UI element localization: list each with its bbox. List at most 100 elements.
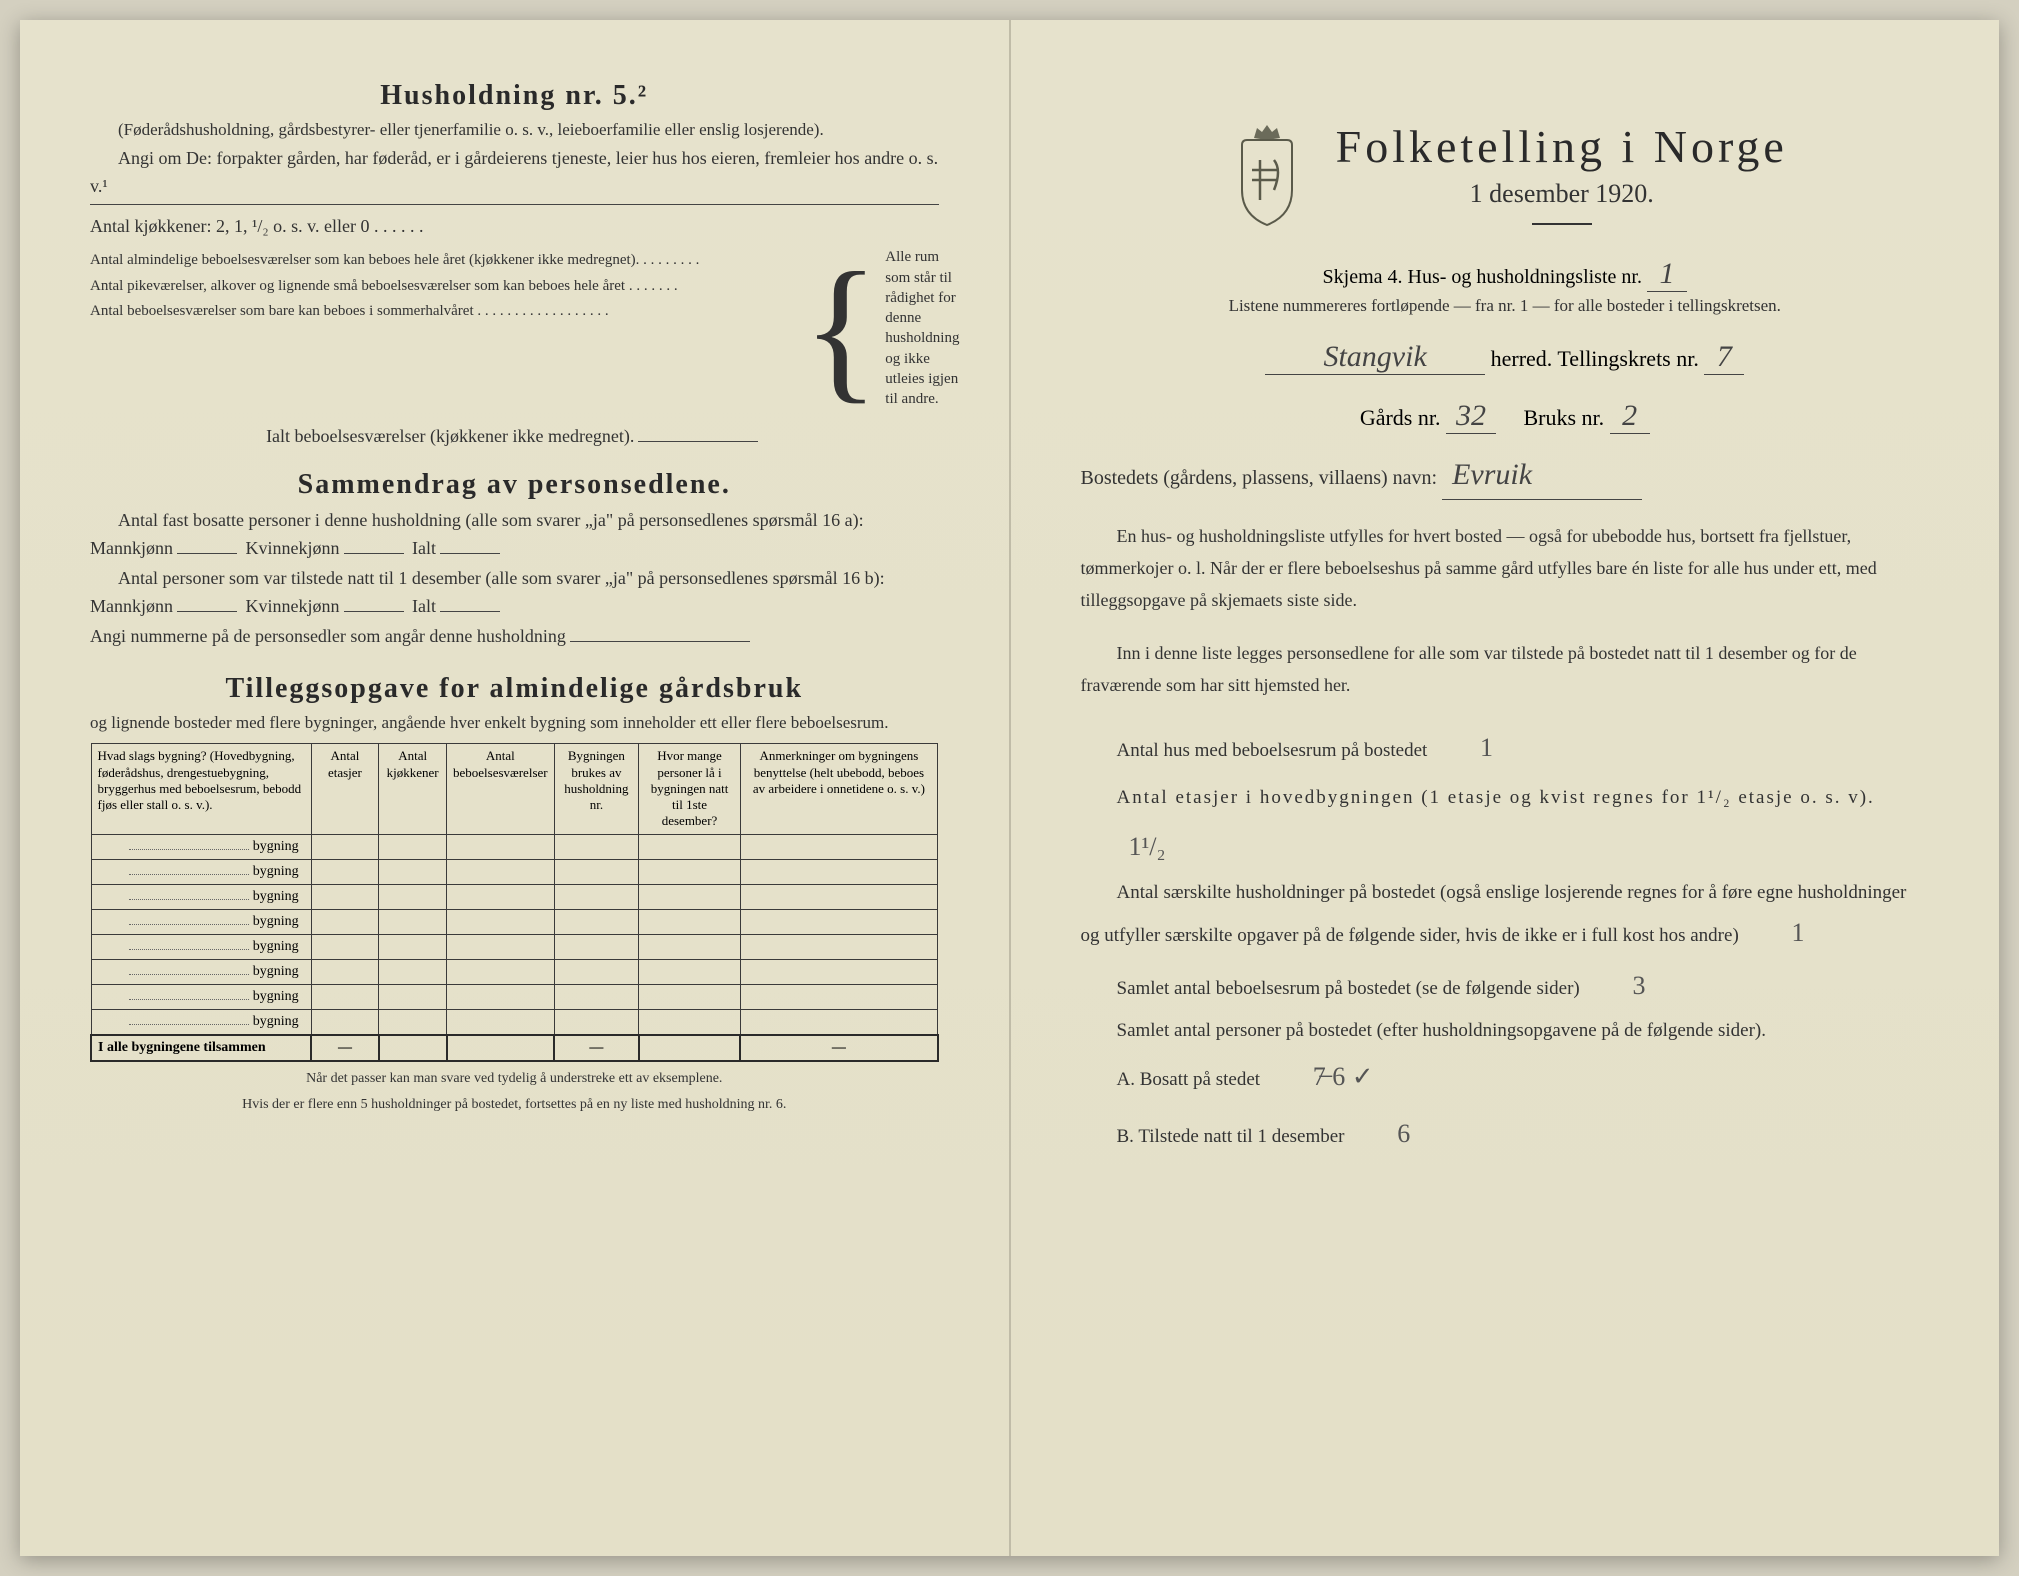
bruks-nr: 2	[1610, 399, 1650, 434]
table-cell	[639, 884, 741, 909]
table-cell	[740, 884, 937, 909]
antal-hus-label: Antal hus med beboelsesrum på bostedet	[1117, 740, 1428, 761]
brace-block: Antal almindelige beboelsesværelser som …	[90, 247, 939, 409]
total-blank-1	[379, 1035, 447, 1061]
bosatt-value: 7̶ 6 ✓	[1277, 1048, 1374, 1105]
ialt-text: Ialt beboelsesværelser (kjøkkener ikke m…	[266, 426, 634, 446]
angi-nummer: Angi nummerne på de personsedler som ang…	[90, 623, 939, 651]
table-cell	[447, 859, 555, 884]
tilstede-label: B. Tilstede natt til 1 desember	[1117, 1126, 1345, 1147]
ialt-line: Ialt beboelsesværelser (kjøkkener ikke m…	[90, 423, 939, 451]
table-row: bygning	[91, 984, 938, 1009]
gards-block: Gårds nr. 32 Bruks nr. 2	[1081, 399, 1930, 434]
table-cell	[379, 984, 447, 1009]
samlet-rum-label: Samlet antal beboelsesrum på bostedet (s…	[1117, 978, 1580, 999]
th-2: Antal kjøkkener	[379, 744, 447, 834]
herred-block: Stangvik herred. Tellingskrets nr. 7	[1081, 340, 1930, 375]
angi-line: Angi om De: forpakter gården, har føderå…	[90, 145, 939, 201]
tillegg-title: Tilleggsopgave for almindelige gårdsbruk	[90, 673, 939, 705]
herred-label: herred. Tellingskrets nr.	[1491, 346, 1699, 371]
kitchens-line: Antal kjøkkener: 2, 1, ¹/₂ o. s. v. elle…	[90, 213, 939, 241]
krets-nr: 7	[1704, 340, 1744, 375]
bruks-label: Bruks nr.	[1523, 405, 1604, 430]
table-cell	[311, 959, 379, 984]
table-cell	[554, 1009, 639, 1035]
tilstede-line: B. Tilstede natt til 1 desember 6	[1081, 1105, 1930, 1162]
th-1: Antal etasjer	[311, 744, 379, 834]
brace-right-note: { Alle rum som står til rådighet for den…	[789, 247, 939, 409]
etasjer-value: 1¹/₂	[1093, 818, 1166, 875]
gards-label: Gårds nr.	[1360, 405, 1441, 430]
blank-mk1	[177, 553, 237, 554]
saerskilte-value: 1	[1756, 910, 1805, 957]
table-cell	[379, 959, 447, 984]
th-4: Bygningen brukes av husholdning nr.	[554, 744, 639, 834]
gards-nr: 32	[1446, 399, 1496, 434]
building-table: Hvad slags bygning? (Hovedbygning, føder…	[90, 743, 939, 1061]
bosted-line: Bostedets (gårdens, plassens, villaens) …	[1081, 452, 1930, 500]
table-cell	[740, 984, 937, 1009]
total-blank-3	[639, 1035, 741, 1061]
blank-kv2	[344, 611, 404, 612]
th-6: Anmerkninger om bygningens benyttelse (h…	[740, 744, 937, 834]
table-cell	[379, 1009, 447, 1035]
total-dash-1: —	[311, 1035, 379, 1061]
blank-kv1	[344, 553, 404, 554]
bosted-value: Evruik	[1442, 452, 1642, 500]
tillegg-intro: og lignende bosteder med flere bygninger…	[90, 711, 939, 736]
table-cell	[379, 859, 447, 884]
table-cell	[554, 959, 639, 984]
table-row: bygning	[91, 884, 938, 909]
para-2: Inn i denne liste legges personsedlene f…	[1081, 637, 1930, 702]
table-row: bygning	[91, 934, 938, 959]
table-cell	[639, 984, 741, 1009]
skjema-line: Skjema 4. Hus- og husholdningsliste nr. …	[1081, 257, 1930, 292]
crest-icon	[1222, 120, 1312, 230]
husholdning-intro: (Føderådshusholdning, gårdsbestyrer- ell…	[90, 118, 939, 143]
table-footer: I alle bygningene tilsammen — — —	[91, 1035, 938, 1061]
table-cell	[447, 1009, 555, 1035]
title-text-block: Folketelling i Norge 1 desember 1920.	[1336, 120, 1788, 239]
row-label: bygning	[91, 859, 311, 884]
table-cell	[740, 1009, 937, 1035]
table-cell	[311, 884, 379, 909]
etasjer-line: Antal etasjer i hovedbygningen (1 etasje…	[1081, 777, 1930, 876]
footnote-2: Hvis der er flere enn 5 husholdninger på…	[90, 1096, 939, 1114]
th-3: Antal beboelsesværelser	[447, 744, 555, 834]
brace-glyph: {	[803, 272, 880, 384]
table-cell	[740, 909, 937, 934]
th-5: Hvor mange personer lå i bygningen natt …	[639, 744, 741, 834]
sammendrag-l1: Antal fast bosatte personer i denne hush…	[90, 507, 939, 563]
table-cell	[639, 1009, 741, 1035]
table-cell	[311, 984, 379, 1009]
table-cell	[447, 909, 555, 934]
table-cell	[554, 934, 639, 959]
husholdning-title: Husholdning nr. 5.²	[90, 80, 939, 112]
title-divider	[1532, 223, 1592, 225]
table-cell	[639, 934, 741, 959]
table-cell	[447, 959, 555, 984]
table-row: bygning	[91, 909, 938, 934]
table-cell	[379, 884, 447, 909]
footnote-1: Når det passer kan man svare ved tydelig…	[90, 1070, 939, 1088]
tilstede-value: 6	[1361, 1105, 1410, 1162]
table-body: bygning bygning bygning bygning bygning …	[91, 834, 938, 1035]
samlet-pers-line: Samlet antal personer på bostedet (efter…	[1081, 1014, 1930, 1048]
table-cell	[554, 859, 639, 884]
row-label: bygning	[91, 959, 311, 984]
left-page: Husholdning nr. 5.² (Føderådshusholdning…	[20, 20, 1010, 1556]
kv-label-2: Kvinnekjønn	[246, 596, 340, 616]
row-label: bygning	[91, 1009, 311, 1035]
bosted-label: Bostedets (gårdens, plassens, villaens) …	[1081, 467, 1438, 489]
document-spread: Husholdning nr. 5.² (Føderådshusholdning…	[20, 20, 1999, 1556]
table-cell	[379, 909, 447, 934]
brace-item-3: Antal beboelsesværelser som bare kan beb…	[90, 300, 789, 323]
table-cell	[554, 909, 639, 934]
row-label: bygning	[91, 834, 311, 859]
ialt-label-2: Ialt	[412, 596, 436, 616]
table-row: bygning	[91, 834, 938, 859]
angi-blank	[570, 641, 750, 642]
skjema-nr: 1	[1647, 257, 1687, 292]
table-cell	[311, 859, 379, 884]
table-cell	[740, 834, 937, 859]
